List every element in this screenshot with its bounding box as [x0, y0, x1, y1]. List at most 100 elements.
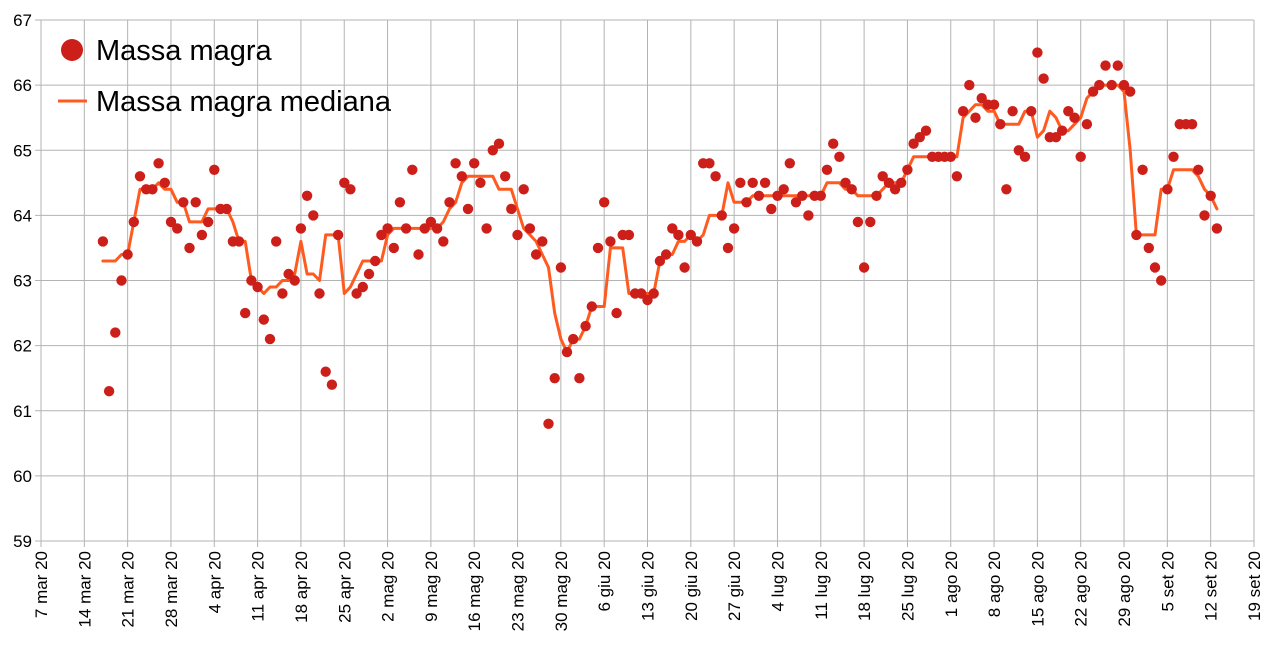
data-point — [233, 236, 245, 247]
data-point — [500, 171, 511, 182]
data-point — [945, 151, 956, 162]
data-point — [568, 333, 579, 345]
data-point — [116, 275, 127, 286]
data-point — [877, 171, 888, 182]
x-tick-label: 25 apr 20 — [335, 551, 354, 623]
data-point — [964, 79, 975, 91]
data-point — [1125, 86, 1136, 97]
x-tick-label: 29 ago 20 — [1115, 551, 1134, 627]
data-point — [425, 216, 437, 228]
data-point — [1156, 275, 1167, 286]
x-tick-label: 30 mag 20 — [552, 551, 571, 631]
data-point — [178, 197, 189, 208]
data-point — [314, 288, 325, 299]
y-tick-label: 66 — [13, 76, 32, 95]
data-point — [988, 99, 1000, 110]
data-point — [623, 229, 635, 241]
data-point — [487, 145, 498, 156]
data-point — [920, 125, 932, 136]
data-point — [1106, 79, 1117, 91]
data-point — [165, 216, 177, 228]
data-point — [1007, 106, 1018, 117]
data-point — [1094, 79, 1105, 91]
data-point — [394, 197, 406, 208]
x-tick-label: 19 set 20 — [1245, 551, 1264, 621]
data-point — [475, 177, 486, 188]
x-tick-label: 13 giu 20 — [639, 551, 658, 621]
data-point — [438, 236, 449, 247]
data-point — [951, 171, 963, 182]
data-point — [128, 216, 139, 228]
x-tick-label: 4 lug 20 — [768, 551, 787, 612]
data-point — [271, 236, 282, 247]
grid-layer — [40, 19, 1255, 542]
x-tick-label: 2 mag 20 — [379, 551, 398, 622]
data-point — [450, 158, 461, 169]
data-point — [797, 190, 808, 201]
x-tick-label: 12 set 20 — [1202, 551, 1221, 621]
data-point — [172, 223, 183, 234]
data-point — [1063, 106, 1074, 117]
series-line-massa-magra-mediana — [101, 83, 1219, 354]
data-point — [605, 236, 616, 247]
data-point — [704, 158, 715, 169]
data-point — [419, 223, 430, 234]
data-point — [599, 197, 610, 208]
data-point — [1069, 112, 1080, 123]
data-point — [264, 333, 276, 345]
data-point — [741, 197, 752, 208]
data-point — [549, 373, 560, 384]
data-point — [537, 236, 548, 247]
x-tick-label: 18 apr 20 — [292, 551, 311, 623]
y-tick-label: 63 — [13, 272, 32, 291]
x-tick-label: 20 giu 20 — [682, 551, 701, 621]
data-point — [889, 184, 901, 195]
data-point — [821, 164, 833, 175]
data-point — [332, 229, 344, 241]
data-point — [728, 223, 740, 234]
data-point — [376, 229, 387, 241]
data-point — [722, 242, 734, 254]
x-tick-label: 22 ago 20 — [1072, 551, 1091, 627]
data-point — [431, 223, 443, 234]
data-point — [1186, 119, 1198, 130]
data-point — [852, 216, 864, 228]
data-point — [716, 210, 727, 221]
data-point — [469, 158, 480, 169]
data-point — [530, 249, 542, 260]
data-point — [1081, 119, 1093, 130]
y-tick-label: 60 — [13, 467, 32, 486]
data-point — [240, 307, 251, 319]
x-tick-label: 25 lug 20 — [898, 551, 917, 621]
data-point — [555, 262, 567, 273]
data-point — [1168, 151, 1179, 162]
data-point — [357, 281, 368, 293]
data-point — [1100, 60, 1111, 71]
data-point — [1137, 164, 1148, 175]
data-point — [1075, 151, 1086, 162]
data-point — [654, 255, 666, 267]
data-point — [289, 275, 300, 286]
data-point — [320, 366, 331, 377]
data-point — [444, 197, 455, 208]
data-point — [1199, 210, 1210, 221]
data-point — [153, 158, 164, 169]
data-point — [803, 210, 814, 221]
data-point — [648, 288, 659, 299]
data-point — [1131, 229, 1142, 241]
data-point — [759, 177, 771, 188]
data-point — [778, 184, 789, 195]
data-point — [134, 171, 146, 182]
y-tick-label: 65 — [13, 141, 32, 160]
data-point — [110, 327, 121, 338]
data-point — [326, 379, 338, 390]
data-point — [400, 223, 412, 234]
data-point — [976, 93, 987, 104]
data-point — [1162, 184, 1173, 195]
data-point — [691, 236, 703, 247]
data-point — [660, 249, 672, 260]
data-point — [363, 268, 375, 280]
data-point — [1013, 145, 1024, 156]
data-point — [103, 386, 115, 397]
